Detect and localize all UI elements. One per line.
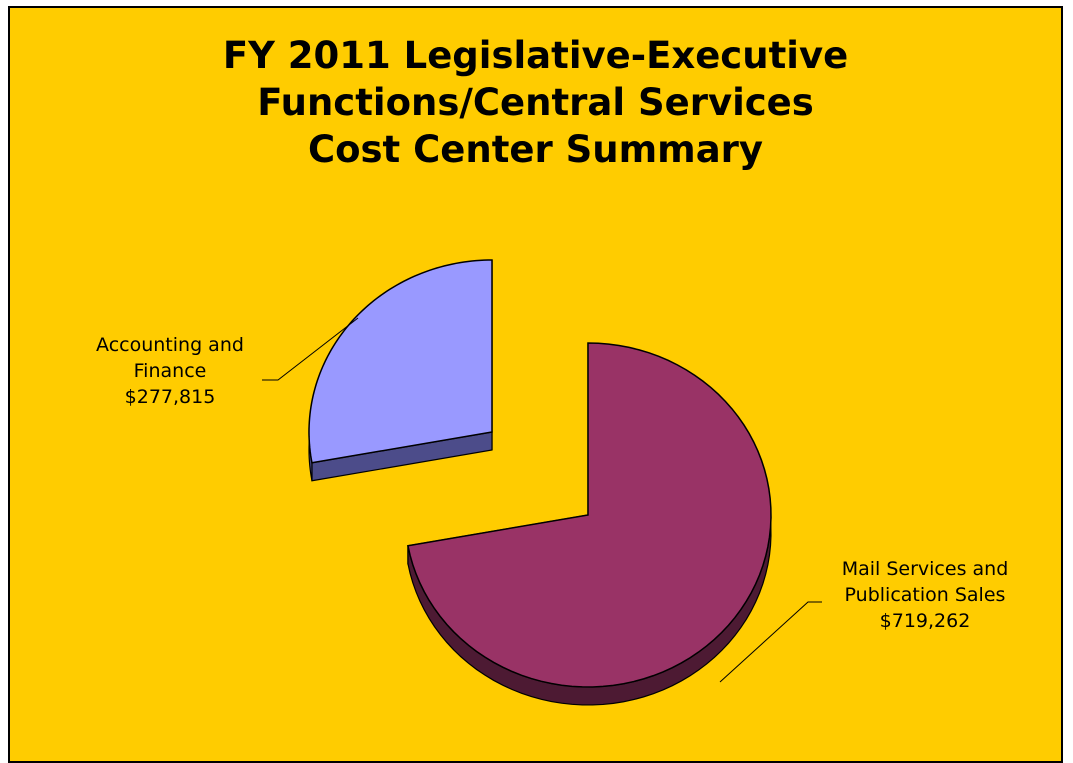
pie-slice-accounting bbox=[308, 259, 493, 482]
label-accounting-line-2: Finance bbox=[133, 360, 207, 382]
label-accounting-line-1: Accounting and bbox=[96, 334, 244, 356]
pie-slice-mail-top bbox=[407, 342, 772, 688]
label-accounting-value: $277,815 bbox=[124, 386, 216, 408]
chart-title: FY 2011 Legislative-Executive Functions/… bbox=[10, 32, 1061, 173]
leader-line-mail bbox=[719, 601, 822, 683]
pie-slice-accounting-top bbox=[308, 259, 493, 464]
label-accounting: Accounting and Finance $277,815 bbox=[70, 332, 270, 410]
label-mail-line-1: Mail Services and bbox=[841, 558, 1009, 580]
label-mail-value: $719,262 bbox=[879, 610, 971, 632]
title-line-3: Cost Center Summary bbox=[307, 128, 764, 171]
leader-line-accounting bbox=[262, 317, 359, 381]
label-mail-line-2: Publication Sales bbox=[844, 584, 1006, 606]
title-line-2: Functions/Central Services bbox=[257, 81, 814, 124]
title-line-1: FY 2011 Legislative-Executive bbox=[222, 34, 849, 77]
label-mail: Mail Services and Publication Sales $719… bbox=[815, 556, 1035, 634]
pie-slice-mail bbox=[407, 342, 772, 706]
